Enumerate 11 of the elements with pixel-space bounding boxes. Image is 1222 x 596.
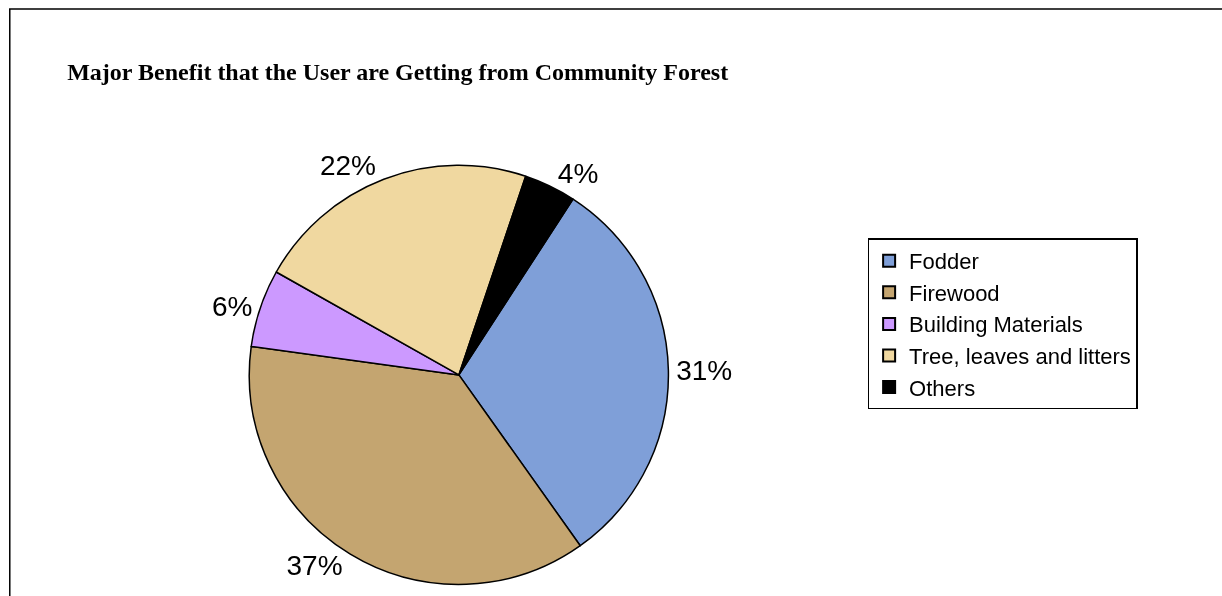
- data-label: 4%: [557, 158, 599, 190]
- chart-title: Major Benefit that the User are Getting from Community Forest: [67, 58, 729, 85]
- data-label: 22%: [319, 150, 377, 182]
- data-label: 31%: [676, 354, 733, 386]
- legend-label: Others: [909, 375, 976, 401]
- legend-label: Firewood: [909, 280, 1000, 306]
- data-label: 6%: [212, 290, 253, 322]
- legend-label: Tree, leaves and litters: [909, 344, 1131, 370]
- legend-label: Fodder: [909, 249, 979, 275]
- legend-label: Building Materials: [909, 312, 1083, 338]
- data-label: 37%: [286, 549, 343, 581]
